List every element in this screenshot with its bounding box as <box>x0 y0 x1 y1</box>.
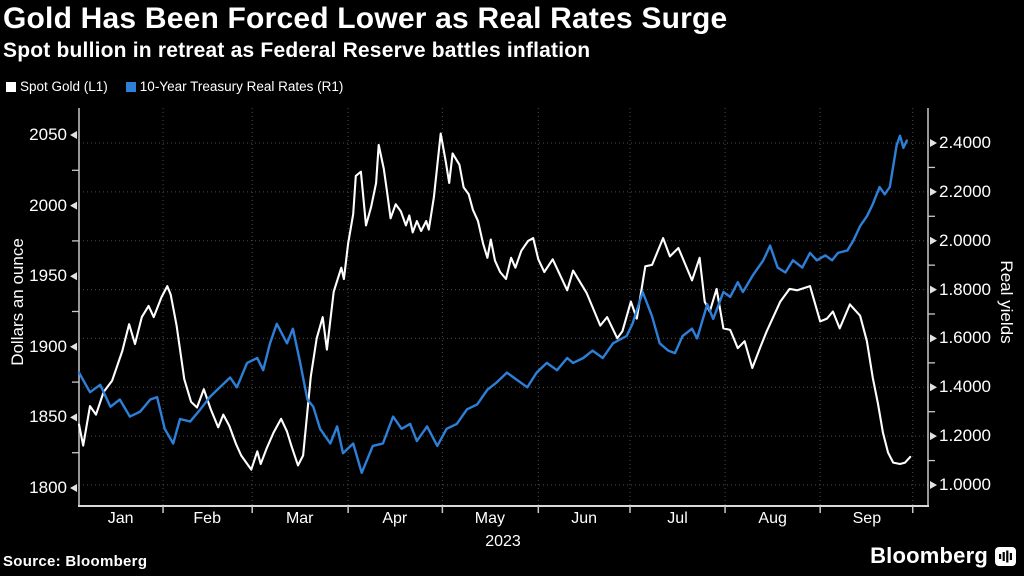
axis-ticks <box>70 131 937 513</box>
x-axis-month-label: Jun <box>571 510 598 527</box>
left-axis-tick-label: 1950 <box>29 266 67 286</box>
legend-item-real-rates: 10-Year Treasury Real Rates (R1) <box>125 79 344 94</box>
axis-lines <box>78 108 929 507</box>
right-axis-tick-label: 1.8000 <box>939 279 991 299</box>
right-axis-tick-label: 1.6000 <box>939 328 991 348</box>
left-axis-tick-label: 2050 <box>29 125 67 144</box>
legend-label-real-rates: 10-Year Treasury Real Rates (R1) <box>139 79 344 94</box>
legend: Spot Gold (L1) 10-Year Treasury Real Rat… <box>6 79 343 94</box>
left-axis-tick-label: 1900 <box>29 336 67 356</box>
bloomberg-soundwave-icon <box>995 546 1016 566</box>
x-axis-month-label: Feb <box>193 510 221 527</box>
gridlines <box>79 108 928 506</box>
x-axis-month-label: May <box>474 510 506 527</box>
left-axis-tick-label: 2000 <box>29 195 67 215</box>
chart-subtitle: Spot bullion in retreat as Federal Reser… <box>3 39 591 62</box>
left-axis-tick-label: 1850 <box>29 407 67 427</box>
right-axis-tick-label: 1.4000 <box>939 377 991 397</box>
source-attribution: Source: Bloomberg <box>3 553 148 570</box>
legend-label-spot-gold: Spot Gold (L1) <box>20 79 108 94</box>
bloomberg-logo: Bloomberg <box>870 543 1016 569</box>
right-axis-tick-label: 1.2000 <box>939 426 991 446</box>
left-axis-tick-label: 1800 <box>29 478 67 497</box>
x-axis-month-label: Jul <box>667 510 688 527</box>
right-axis-tick-label: 2.4000 <box>939 133 991 152</box>
x-axis-month-label: Aug <box>758 510 787 527</box>
chart-title: Gold Has Been Forced Lower as Real Rates… <box>3 2 728 35</box>
x-axis-month-label: Jan <box>107 510 134 527</box>
right-axis-tick-label: 1.0000 <box>939 475 991 494</box>
series-spot-gold-line <box>77 132 912 471</box>
legend-item-spot-gold: Spot Gold (L1) <box>6 79 108 94</box>
right-axis-tick-label: 2.2000 <box>939 181 991 201</box>
x-axis-month-label: Sep <box>852 510 882 527</box>
real-rates-swatch-icon <box>125 81 136 92</box>
x-axis-month-label: Mar <box>285 510 314 527</box>
spot-gold-swatch-icon <box>6 81 16 92</box>
right-axis-tick-label: 2.0000 <box>939 230 991 250</box>
series-real-rates-line <box>77 134 908 474</box>
bloomberg-wordmark: Bloomberg <box>870 543 988 568</box>
x-axis-month-label: Apr <box>382 510 408 527</box>
x-axis-year-label: 2023 <box>485 533 521 550</box>
